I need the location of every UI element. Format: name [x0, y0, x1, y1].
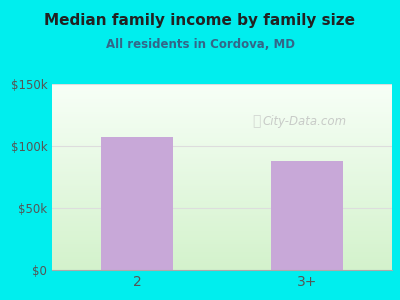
Bar: [101, 137, 173, 270]
Text: City-Data.com: City-Data.com: [263, 115, 347, 128]
Bar: [271, 161, 343, 270]
Text: All residents in Cordova, MD: All residents in Cordova, MD: [106, 38, 294, 50]
Text: ⌕: ⌕: [253, 114, 261, 128]
Text: Median family income by family size: Median family income by family size: [44, 14, 356, 28]
